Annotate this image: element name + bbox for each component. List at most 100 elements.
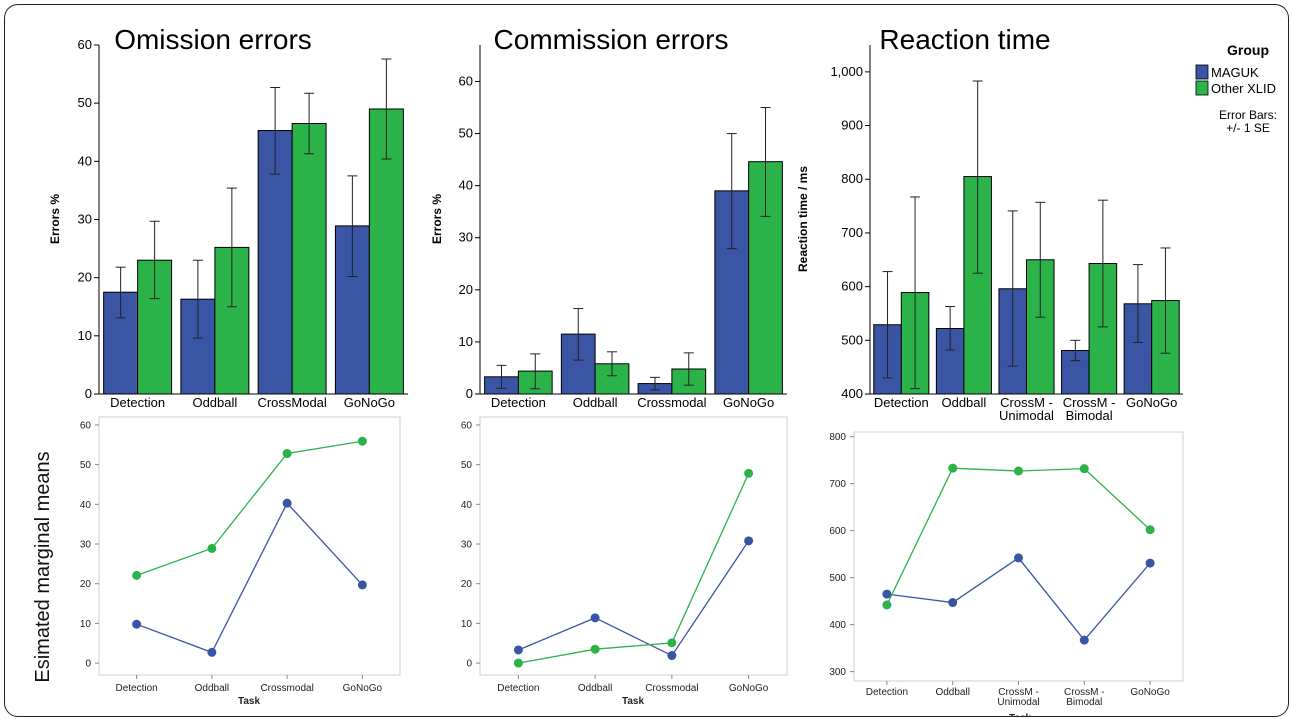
y-tick-label: 700 xyxy=(841,225,863,240)
x-axis-label: Task xyxy=(1009,713,1031,716)
y-tick-label: 300 xyxy=(829,667,846,678)
x-category-label: GoNoGo xyxy=(344,395,395,410)
y-tick-label: 900 xyxy=(841,118,863,133)
y-tick-label: 20 xyxy=(461,579,473,590)
chart-title: Commission errors xyxy=(494,24,729,55)
x-category-label: Unimodal xyxy=(997,697,1039,708)
bar-other-xlid-3 xyxy=(291,123,327,395)
y-tick-label: 20 xyxy=(80,579,92,590)
bar-maguk-4 xyxy=(1061,350,1090,395)
y-tick-label: 20 xyxy=(78,270,92,285)
y-tick-label: 50 xyxy=(461,460,473,471)
figure-frame: 0 10 20 30 40 50 60 Detection Oddball CrossModal G… xyxy=(4,4,1289,717)
y-tick-label: 600 xyxy=(841,279,863,294)
x-category-label: GoNoGo xyxy=(723,395,774,410)
x-category-label: Unimodal xyxy=(999,408,1054,423)
series-line-maguk xyxy=(518,540,750,657)
series-point-other-1 xyxy=(513,658,523,668)
series-line-maguk xyxy=(136,502,363,654)
series-point-other-1 xyxy=(882,600,892,610)
y-tick-label: 60 xyxy=(461,420,473,431)
series-point-other-1 xyxy=(132,570,142,580)
x-category-label: GoNoGo xyxy=(343,683,383,694)
x-category-label: Crossmodal xyxy=(645,683,698,694)
x-category-label: CrossM - xyxy=(998,687,1039,698)
y-tick-label: 400 xyxy=(829,620,846,631)
legend-label-other-xlid: Other XLID xyxy=(1211,81,1276,96)
y-tick-label: 600 xyxy=(829,526,846,537)
series-point-maguk-4 xyxy=(744,536,754,546)
x-category-label: Crossmodal xyxy=(260,683,313,694)
x-category-label: Detection xyxy=(866,687,908,698)
x-category-label: CrossM - xyxy=(1064,687,1105,698)
y-axis-label: Errors % xyxy=(48,194,62,244)
legend: Group MAGUK Other XLID Error Bars: +/- 1… xyxy=(1195,42,1277,135)
series-point-maguk-4 xyxy=(357,580,367,590)
y-tick-label: 10 xyxy=(461,619,473,630)
series-point-other-2 xyxy=(948,463,958,473)
y-tick-label: 30 xyxy=(459,230,473,245)
y-tick-label: 30 xyxy=(78,212,92,227)
y-tick-label: 60 xyxy=(78,37,92,52)
x-axis-label: Task xyxy=(238,696,260,707)
x-category-label: Oddball xyxy=(195,683,229,694)
series-line-other xyxy=(518,473,750,664)
chart-panel-2: 0 10 20 30 40 50 60 Detection Oddball Crossmodal G… xyxy=(430,24,787,410)
series-point-maguk-2 xyxy=(207,647,217,657)
y-tick-label: 40 xyxy=(461,500,473,511)
series-point-other-3 xyxy=(282,449,292,459)
series-point-maguk-2 xyxy=(590,613,600,623)
series-point-maguk-4 xyxy=(1079,635,1089,645)
y-tick-label: 50 xyxy=(78,95,92,110)
x-category-label: Oddball xyxy=(573,395,618,410)
chart-panel-5: 0 10 20 30 40 50 60 Detection Oddball Crossmodal G… xyxy=(461,416,788,707)
x-category-label: Detection xyxy=(116,683,158,694)
y-tick-label: 40 xyxy=(78,153,92,168)
y-tick-label: 30 xyxy=(80,540,92,551)
y-tick-label: 500 xyxy=(841,332,863,347)
bar-other-xlid-4 xyxy=(1088,263,1118,395)
y-tick-label: 800 xyxy=(841,171,863,186)
series-point-other-3 xyxy=(667,638,677,648)
series-point-other-5 xyxy=(1145,525,1155,535)
plot-frame xyxy=(479,416,788,676)
series-point-maguk-1 xyxy=(132,619,142,629)
legend-swatch-other-xlid xyxy=(1195,80,1209,96)
series-point-maguk-3 xyxy=(667,651,677,661)
x-category-label: Detection xyxy=(497,683,539,694)
plot-frame xyxy=(98,416,401,676)
series-line-maguk xyxy=(886,557,1151,642)
legend-note-line1: Error Bars: xyxy=(1219,108,1277,122)
y-tick-label: 10 xyxy=(78,328,92,343)
legend-swatch-maguk xyxy=(1195,64,1209,80)
y-tick-label: 500 xyxy=(829,573,846,584)
x-category-label: Oddball xyxy=(192,395,237,410)
y-tick-label: 30 xyxy=(461,540,473,551)
series-point-other-4 xyxy=(744,468,754,478)
y-tick-label: 40 xyxy=(459,178,473,193)
series-point-other-3 xyxy=(1014,466,1023,476)
series-line-other xyxy=(136,440,363,576)
x-category-label: CrossModal xyxy=(257,395,326,410)
legend-label-maguk: MAGUK xyxy=(1211,65,1259,80)
y-tick-label: 10 xyxy=(459,334,473,349)
x-category-label: Oddball xyxy=(941,395,986,410)
series-point-other-4 xyxy=(1079,464,1089,474)
x-category-label: CrossM - xyxy=(1063,395,1116,410)
legend-title: Group xyxy=(1227,42,1269,58)
chart-panel-4: 0 10 20 30 40 50 60 Detection Oddball Crossmodal G… xyxy=(80,416,401,707)
y-tick-label: 20 xyxy=(459,282,473,297)
y-tick-label: 1,000 xyxy=(830,64,863,79)
y-tick-label: 50 xyxy=(80,460,92,471)
series-line-other xyxy=(886,467,1151,606)
x-category-label: GoNoGo xyxy=(1130,687,1170,698)
series-point-maguk-1 xyxy=(513,645,523,655)
chart-panel-6: 300 400 500 600 700 800 Detection Oddball CrossM… xyxy=(829,431,1184,716)
y-axis-label: Reaction time / ms xyxy=(796,166,810,272)
y-tick-label: 60 xyxy=(459,73,473,88)
y-axis-label: Errors % xyxy=(430,194,444,244)
series-point-maguk-2 xyxy=(948,598,958,608)
x-axis-label: Task xyxy=(622,696,644,707)
chart-title: Omission errors xyxy=(114,24,312,55)
x-category-label: Crossmodal xyxy=(637,395,706,410)
